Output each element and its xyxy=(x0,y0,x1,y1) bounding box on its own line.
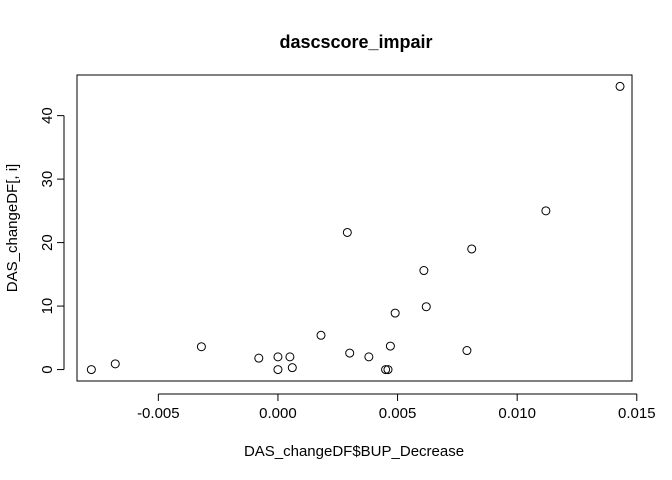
x-tick-label: 0.005 xyxy=(379,405,417,422)
data-point xyxy=(273,365,283,375)
y-tick-label: 40 xyxy=(39,107,56,124)
data-point xyxy=(86,365,96,375)
data-point xyxy=(615,81,625,91)
data-point xyxy=(462,346,472,356)
x-tick-label: 0.000 xyxy=(259,405,297,422)
x-tick-label: -0.005 xyxy=(137,405,180,422)
data-point xyxy=(254,353,264,363)
data-point xyxy=(196,342,206,352)
plot-frame xyxy=(76,74,633,382)
data-point xyxy=(316,330,326,340)
data-point xyxy=(364,352,374,362)
data-point xyxy=(287,363,297,373)
data-point xyxy=(381,365,391,375)
data-point xyxy=(421,302,431,312)
y-axis: 0 10 20 30 40 xyxy=(39,107,65,374)
chart-title: dascscore_impair xyxy=(279,32,432,52)
data-point xyxy=(273,352,283,362)
y-axis-label: DAS_changeDF[, i] xyxy=(4,164,21,292)
data-point xyxy=(383,365,393,375)
y-tick-label: 20 xyxy=(39,234,56,251)
y-tick-label: 0 xyxy=(39,365,56,373)
data-point xyxy=(110,359,120,369)
x-tick-label: 0.010 xyxy=(498,405,536,422)
data-point xyxy=(541,206,551,216)
x-axis-label: DAS_changeDF$BUP_Decrease xyxy=(244,443,464,460)
data-points xyxy=(86,81,625,375)
data-point xyxy=(467,244,477,254)
data-point xyxy=(345,348,355,358)
x-axis: -0.005 0.000 0.005 0.010 0.015 xyxy=(137,393,656,422)
data-point xyxy=(390,308,400,318)
data-point xyxy=(385,341,395,351)
data-point xyxy=(285,352,295,362)
y-tick-label: 30 xyxy=(39,171,56,188)
y-tick-label: 10 xyxy=(39,298,56,315)
data-point xyxy=(342,227,352,237)
data-point xyxy=(419,266,429,276)
x-tick-label: 0.015 xyxy=(618,405,656,422)
